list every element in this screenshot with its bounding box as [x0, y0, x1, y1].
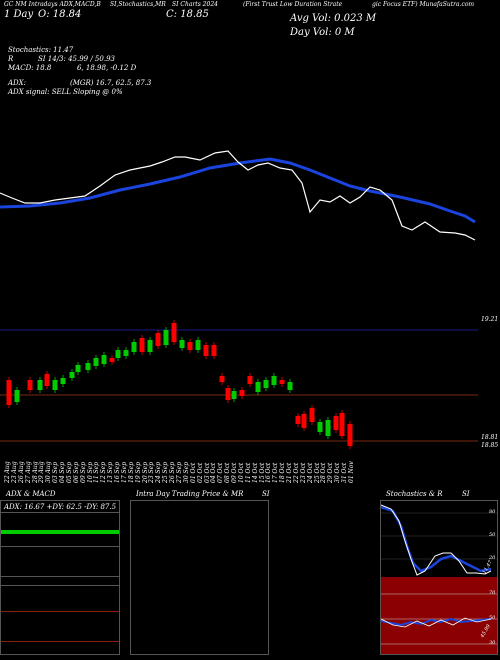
date-label: 05 Sep: [65, 461, 73, 483]
adx-panel-title: ADX & MACD: [6, 490, 56, 498]
stoch-50-label: 50: [489, 532, 496, 538]
header-title-d: (First Trust Low Duration Strate: [243, 1, 343, 8]
price-chart: [0, 150, 478, 449]
adx-values: (MGR) 16.7, 62.5, 87.3: [70, 79, 152, 87]
close-price: C: 18.85: [166, 9, 209, 20]
price-label-low: 18.81: [481, 434, 499, 441]
date-label: 24 Oct: [306, 462, 314, 483]
macd-label: MACD: 18.8: [8, 64, 52, 72]
stochastics-value: Stochastics: 11.47: [8, 46, 74, 54]
mr-panel-si: SI: [262, 490, 270, 498]
date-label: 11 Oct: [244, 462, 252, 483]
rsi-50-label: 50: [489, 615, 496, 621]
macd-values: 6, 18.98, -0.12 D: [77, 64, 137, 72]
rsi-line-white: [381, 617, 492, 628]
header-title-b: SI,Stochastics,MR: [110, 1, 166, 8]
date-label: 23 Aug: [10, 461, 18, 483]
day-volume: Day Vol: 0 M: [290, 27, 355, 38]
adx-label: ADX:: [8, 79, 27, 87]
day-change-label: 1 Day: [4, 9, 34, 20]
adx-box-label: ADX: 16.67 +DY: 62.5 -DY: 87.5: [1, 501, 119, 513]
stoch-k-line: [381, 504, 492, 576]
date-label: 23 Oct: [299, 462, 307, 483]
header-title-c: SI Charts 2024: [172, 1, 218, 8]
open-price: O: 18.84: [38, 9, 82, 20]
date-label: 10 Oct: [237, 462, 245, 483]
adx-panel: ADX: 16.67 +DY: 62.5 -DY: 87.5: [0, 500, 120, 655]
header-title-e: gic Focus ETF) MunafaSutra.com: [372, 1, 475, 8]
price-label-close: 18.85: [481, 442, 499, 449]
date-label: 14 Oct: [251, 462, 259, 483]
date-label: 01 Nov: [348, 461, 355, 483]
stoch-d-line: [381, 505, 492, 573]
adx-signal: ADX signal: SELL Sloping @ 0%: [8, 88, 123, 96]
stoch-panel-si: SI: [462, 490, 470, 498]
ema-line: [0, 157, 476, 224]
mr-panel-title: Intra Day Trading Price & MR: [136, 490, 244, 498]
candles: [6, 320, 353, 449]
date-label: 27 Aug: [24, 461, 32, 483]
rsi-values: SI 14/3: 45.99 / 50.93: [38, 55, 115, 63]
rsi-70-label: 70: [489, 590, 496, 596]
stoch-panel: 80 50 20 11.47 70 50 30 45.99: [380, 500, 498, 655]
stoch-panel-title: Stochastics & R: [386, 490, 443, 498]
mr-panel: [130, 500, 269, 655]
stoch-80-label: 80: [489, 509, 496, 515]
header-title-a: GC NM Intradays ADX,MACD,B: [4, 1, 101, 8]
date-label: 26 Aug: [17, 461, 25, 483]
date-label: 19 Sep: [134, 461, 142, 483]
date-label: 01 Oct: [189, 462, 197, 483]
rsi-line: [381, 617, 492, 627]
date-label: 06 Sep: [72, 461, 80, 483]
stoch-rsi-svg: [381, 504, 497, 645]
price-label-top: 19.21: [481, 316, 499, 323]
date-label: 02 Oct: [196, 462, 204, 483]
date-label: 09 Sep: [79, 461, 87, 483]
rsi-label: R: [8, 55, 14, 63]
price-line: [0, 150, 476, 241]
adx-green-bar: [1, 530, 119, 534]
stoch-20-label: 20: [489, 555, 496, 561]
date-label: 18 Sep: [127, 461, 135, 483]
avg-volume: Avg Vol: 0.023 M: [290, 13, 377, 24]
date-label: 30 Sep: [182, 461, 190, 483]
rsi-30-label: 30: [489, 640, 496, 646]
rsi-background: [381, 577, 497, 654]
